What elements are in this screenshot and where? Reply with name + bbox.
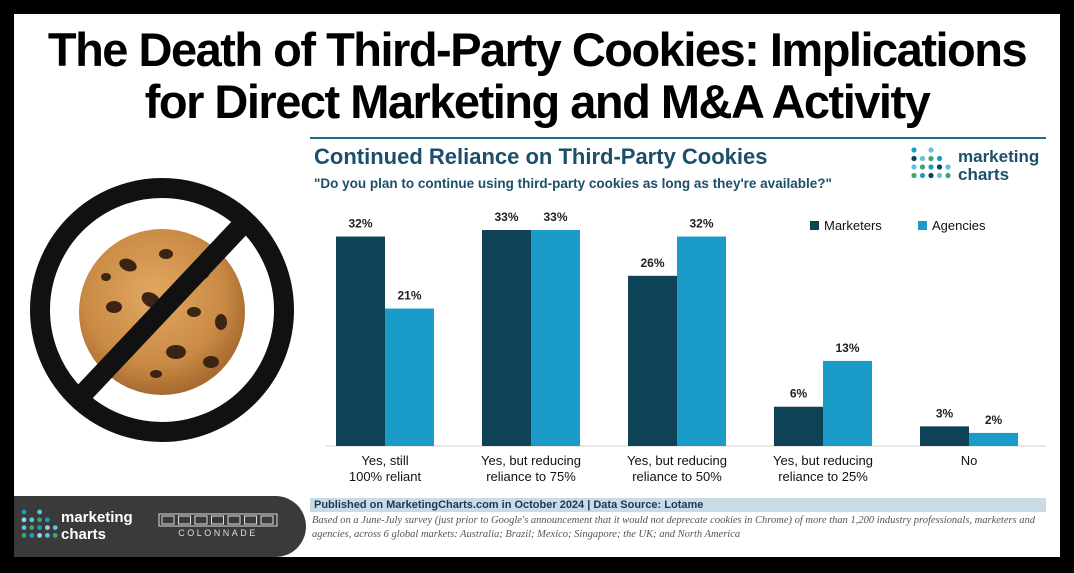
footer-logo: marketing charts COLONNADE [14,496,306,557]
legend-label-agencies: Agencies [932,218,986,233]
bar-marketers-0 [336,236,385,446]
value-label-marketers-4: 3% [936,406,954,420]
methodology-note: Based on a June-July survey (just prior … [312,515,1036,540]
value-label-marketers-1: 33% [494,210,518,224]
published-source: Published on MarketingCharts.com in Octo… [310,498,1046,512]
legend-label-marketers: Marketers [824,218,882,233]
headline-line-1: The Death of Third-Party Cookies: Implic… [47,23,1028,76]
legend-swatch-marketers [810,221,819,230]
bar-chart: 32% 21% 33% 33% 26% 32% 6% 13% 3% 2% Yes, still 10… [326,210,1046,484]
colonnade-logo-icon [158,513,278,527]
footer-logo-line-1: marketing [61,509,133,526]
logo-line-2: charts [958,165,1010,184]
legend-swatch-agencies [918,221,927,230]
dot-grid-icon [21,509,58,538]
value-label-marketers-0: 32% [348,217,372,231]
value-label-agencies-1: 33% [543,210,567,224]
bar-marketers-2 [628,275,677,446]
prohibited-icon [30,178,294,442]
value-label-marketers-3: 6% [790,387,808,401]
category-label-4: No [961,453,978,468]
no-cookie-icon [30,178,294,442]
category-label-1: Yes, but reducing reliance to 75% [481,453,581,484]
value-label-agencies-0: 21% [397,289,421,303]
bar-agencies-2 [677,236,726,446]
headline: The Death of Third-Party Cookies: Implic… [14,24,1060,128]
bar-agencies-3 [823,360,872,446]
bar-agencies-0 [385,308,434,446]
category-label-2: Yes, but reducing reliance to 50% [627,453,727,484]
value-label-agencies-2: 32% [689,217,713,231]
bar-marketers-3 [774,406,823,446]
marketing-charts-logo: marketing charts [910,146,1050,188]
category-label-3: Yes, but reducing reliance to 25% [773,453,873,484]
infographic: The Death of Third-Party Cookies: Implic… [14,14,1060,557]
value-label-marketers-2: 26% [640,256,664,270]
colonnade-logo-text: COLONNADE [178,528,258,538]
footer-logo-line-2: charts [61,526,107,543]
title-rule [310,137,1046,139]
value-label-agencies-4: 2% [985,413,1003,427]
dot-grid-icon [911,147,951,179]
value-label-agencies-3: 13% [835,341,859,355]
bar-agencies-1 [531,230,580,446]
chart-title: Continued Reliance on Third-Party Cookie… [314,144,768,169]
bar-marketers-4 [920,426,969,446]
chart-subtitle: "Do you plan to continue using third-par… [314,176,832,191]
bar-agencies-4 [969,432,1018,446]
headline-line-2: for Direct Marketing and M&A Activity [144,75,931,128]
category-label-0: Yes, still 100% reliant [349,453,422,484]
bar-marketers-1 [482,230,531,446]
logo-line-1: marketing [958,147,1040,166]
